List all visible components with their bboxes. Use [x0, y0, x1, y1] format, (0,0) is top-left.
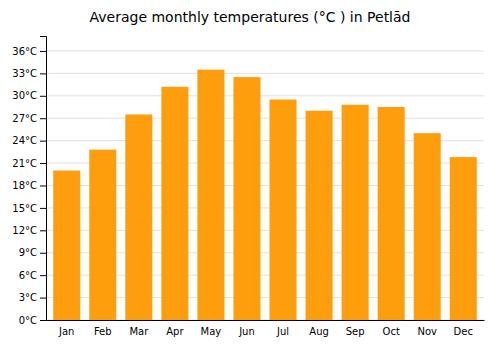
bar [161, 87, 188, 320]
y-tick-label: 30°C [12, 90, 37, 101]
y-tick-label: 18°C [12, 180, 37, 191]
y-tick-mark [40, 230, 46, 231]
grid [46, 51, 484, 320]
plot: 0°C 3°C 6°C 9°C 12°C 15°C 18°C 21°C 24°C 27°C 30°C… [12, 37, 484, 338]
y-tick-mark [40, 51, 46, 52]
y-tick: 15°C [12, 203, 46, 214]
y-tick: 18°C [12, 180, 46, 191]
x-tick: Nov [417, 320, 437, 337]
x-tick: Dec [454, 320, 473, 337]
bar [306, 111, 333, 320]
x-tick-label: Jul [276, 326, 289, 337]
y-tick-mark [40, 253, 46, 254]
grid-line [46, 118, 484, 119]
y-tick-mark [40, 275, 46, 276]
y-tick-mark [40, 141, 46, 142]
y-tick: 24°C [12, 135, 46, 146]
y-tick: 9°C [19, 247, 46, 258]
y-tick-mark [40, 118, 46, 119]
y-tick-label: 24°C [12, 135, 37, 146]
y-tick-label: 6°C [19, 270, 37, 281]
y-tick-label: 27°C [12, 113, 37, 124]
y-tick-mark [40, 163, 46, 164]
x-tick: Jan [58, 320, 74, 337]
x-tick: Oct [383, 320, 400, 337]
y-tick-label: 9°C [19, 247, 37, 258]
bars [53, 70, 477, 320]
y-tick-mark [40, 96, 46, 97]
x-tick: Mar [129, 320, 149, 337]
bar [89, 150, 116, 320]
y-tick-mark [40, 298, 46, 299]
y-tick: 0°C [19, 315, 46, 326]
x-tick-label: Mar [129, 326, 149, 337]
x-tick-label: Jun [238, 326, 255, 337]
x-tick-label: Jan [58, 326, 74, 337]
x-tick: Jun [238, 320, 255, 337]
y-tick: 21°C [12, 158, 46, 169]
y-tick-mark [40, 208, 46, 209]
y-tick-label: 33°C [12, 68, 37, 79]
bar [53, 171, 80, 320]
y-tick-mark [40, 320, 46, 321]
title: Average monthly temperatures (°C ) in Pe… [90, 9, 411, 25]
bar [378, 107, 405, 320]
chart: 0°C 3°C 6°C 9°C 12°C 15°C 18°C 21°C 24°C 27°C 30°C… [0, 0, 500, 350]
grid-line [46, 73, 484, 74]
bar [342, 105, 369, 320]
y-tick-label: 0°C [19, 315, 37, 326]
y-axis: 0°C 3°C 6°C 9°C 12°C 15°C 18°C 21°C 24°C 27°C 30°C… [12, 37, 46, 326]
bar [450, 157, 477, 320]
bar [414, 133, 441, 320]
x-tick: May [201, 320, 222, 337]
y-tick-label: 21°C [12, 158, 37, 169]
y-tick: 3°C [19, 292, 46, 303]
x-tick: Feb [94, 320, 112, 337]
y-tick-label: 36°C [12, 46, 37, 57]
y-tick: 33°C [12, 68, 46, 79]
bar [233, 77, 260, 320]
x-tick-label: May [201, 326, 222, 337]
bar [125, 114, 152, 320]
x-tick-label: Aug [309, 326, 329, 337]
y-axis-line [40, 37, 47, 321]
y-tick-mark [40, 185, 46, 186]
x-axis: Jan Feb Mar Apr May Jun Jul Aug Sep Oct Nov Dec [47, 320, 485, 337]
y-tick: 12°C [12, 225, 46, 236]
x-tick-label: Dec [454, 326, 473, 337]
y-tick-mark [40, 73, 46, 74]
y-tick: 6°C [19, 270, 46, 281]
grid-line [46, 50, 484, 51]
x-tick-label: Apr [166, 326, 184, 337]
grid-line [46, 95, 484, 96]
y-tick-label: 15°C [12, 203, 37, 214]
x-axis-line [47, 320, 485, 321]
y-tick: 27°C [12, 113, 46, 124]
y-tick: 36°C [12, 46, 46, 57]
x-tick: Aug [309, 320, 329, 337]
x-tick-label: Nov [417, 326, 437, 337]
bar [197, 70, 224, 320]
x-tick-label: Feb [94, 326, 112, 337]
bar [270, 100, 297, 320]
x-tick: Sep [346, 320, 365, 337]
y-tick-label: 12°C [12, 225, 37, 236]
y-tick-label: 3°C [19, 292, 37, 303]
y-tick: 30°C [12, 90, 46, 101]
x-tick-label: Sep [346, 326, 365, 337]
x-tick: Apr [166, 320, 184, 337]
x-tick-label: Oct [383, 326, 400, 337]
x-tick: Jul [276, 320, 289, 337]
